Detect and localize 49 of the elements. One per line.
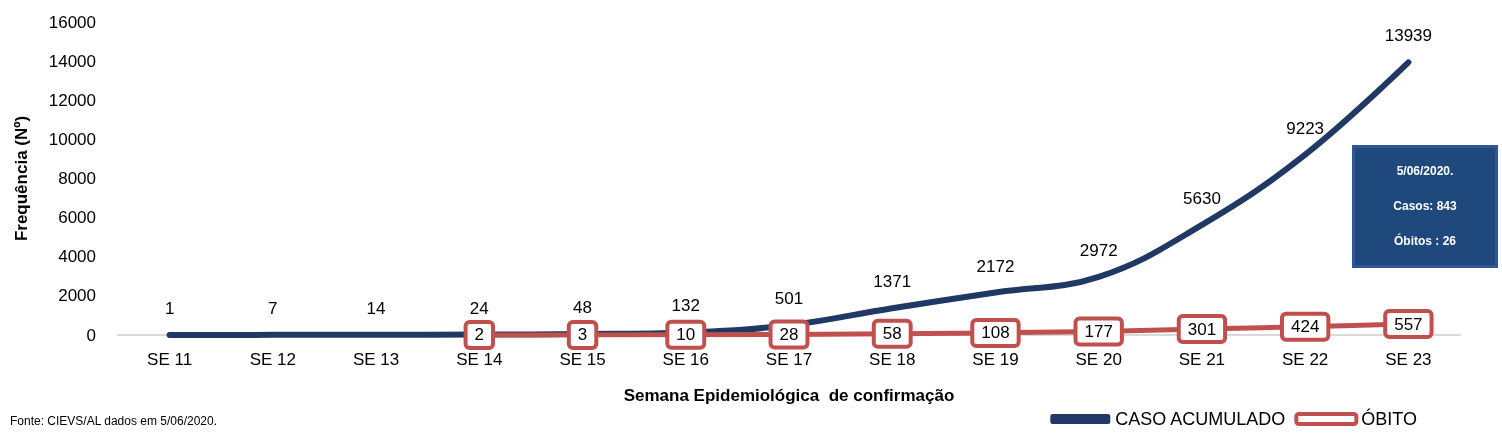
y-tick-label: 8000 (58, 169, 96, 188)
annotation: Óbitos : 26 (1393, 232, 1457, 250)
data-label: 3 (577, 325, 588, 345)
x-tick-label: SE 16 (662, 350, 709, 369)
data-label: 132 (671, 296, 700, 316)
x-tick-label: SE 14 (456, 350, 503, 369)
x-tick-label: SE 20 (1075, 350, 1122, 369)
y-tick-label: 6000 (58, 208, 96, 228)
data-label: 2 (474, 325, 485, 345)
x-axis-title: Semana Epidemiológica de confirmação (623, 386, 955, 405)
annotation: Casos: 843 (1392, 198, 1458, 215)
x-tick-label: SE 12 (249, 350, 296, 369)
data-label: 10 (676, 325, 696, 345)
data-label: 2972 (1079, 240, 1118, 260)
x-tick-label: SE 15 (559, 350, 606, 369)
data-label: 7 (268, 298, 278, 318)
x-tick-label: SE 17 (765, 350, 813, 369)
x-tick-label: SE 19 (972, 350, 1019, 369)
data-label: 13939 (1384, 26, 1433, 46)
data-label: 5630 (1183, 188, 1221, 208)
source-note: Fonte: CIEVS/AL dados em 5/06/2020. (10, 414, 218, 428)
y-tick-label: 2000 (58, 286, 96, 306)
y-tick-label: 12000 (48, 90, 96, 110)
data-label: 28 (779, 324, 799, 344)
data-label: 58 (882, 324, 902, 344)
x-tick-label: SE 21 (1178, 350, 1226, 369)
x-tick-label: SE 18 (869, 350, 916, 369)
data-label: 9223 (1286, 118, 1325, 138)
y-tick-label: 0 (86, 325, 96, 345)
callout-box: 5/06/2020. Casos: 843 Óbitos : 26 (1352, 145, 1498, 268)
data-label: 501 (774, 289, 804, 309)
y-axis-title: Frequência (Nº) (12, 115, 31, 242)
data-label: 2172 (976, 256, 1015, 276)
x-tick-label: SE 22 (1282, 350, 1329, 369)
data-label: 1371 (873, 272, 912, 292)
data-label: 24 (469, 298, 489, 318)
y-tick-label: 16000 (48, 12, 96, 32)
x-tick-label: SE 23 (1385, 350, 1432, 369)
y-tick-label: 4000 (58, 247, 96, 267)
x-tick-label: SE 11 (147, 350, 193, 369)
annotation: 5/06/2020. (1395, 163, 1455, 180)
data-label: 1 (164, 298, 175, 318)
data-label: 48 (573, 298, 592, 318)
legend-label: ÓBITO (1361, 408, 1418, 429)
y-tick-label: 10000 (48, 129, 96, 149)
data-label: 14 (366, 298, 386, 318)
x-tick-label: SE 13 (352, 350, 400, 369)
y-tick-label: 14000 (48, 51, 96, 71)
legend-label: CASO ACUMULADO (1115, 409, 1286, 429)
